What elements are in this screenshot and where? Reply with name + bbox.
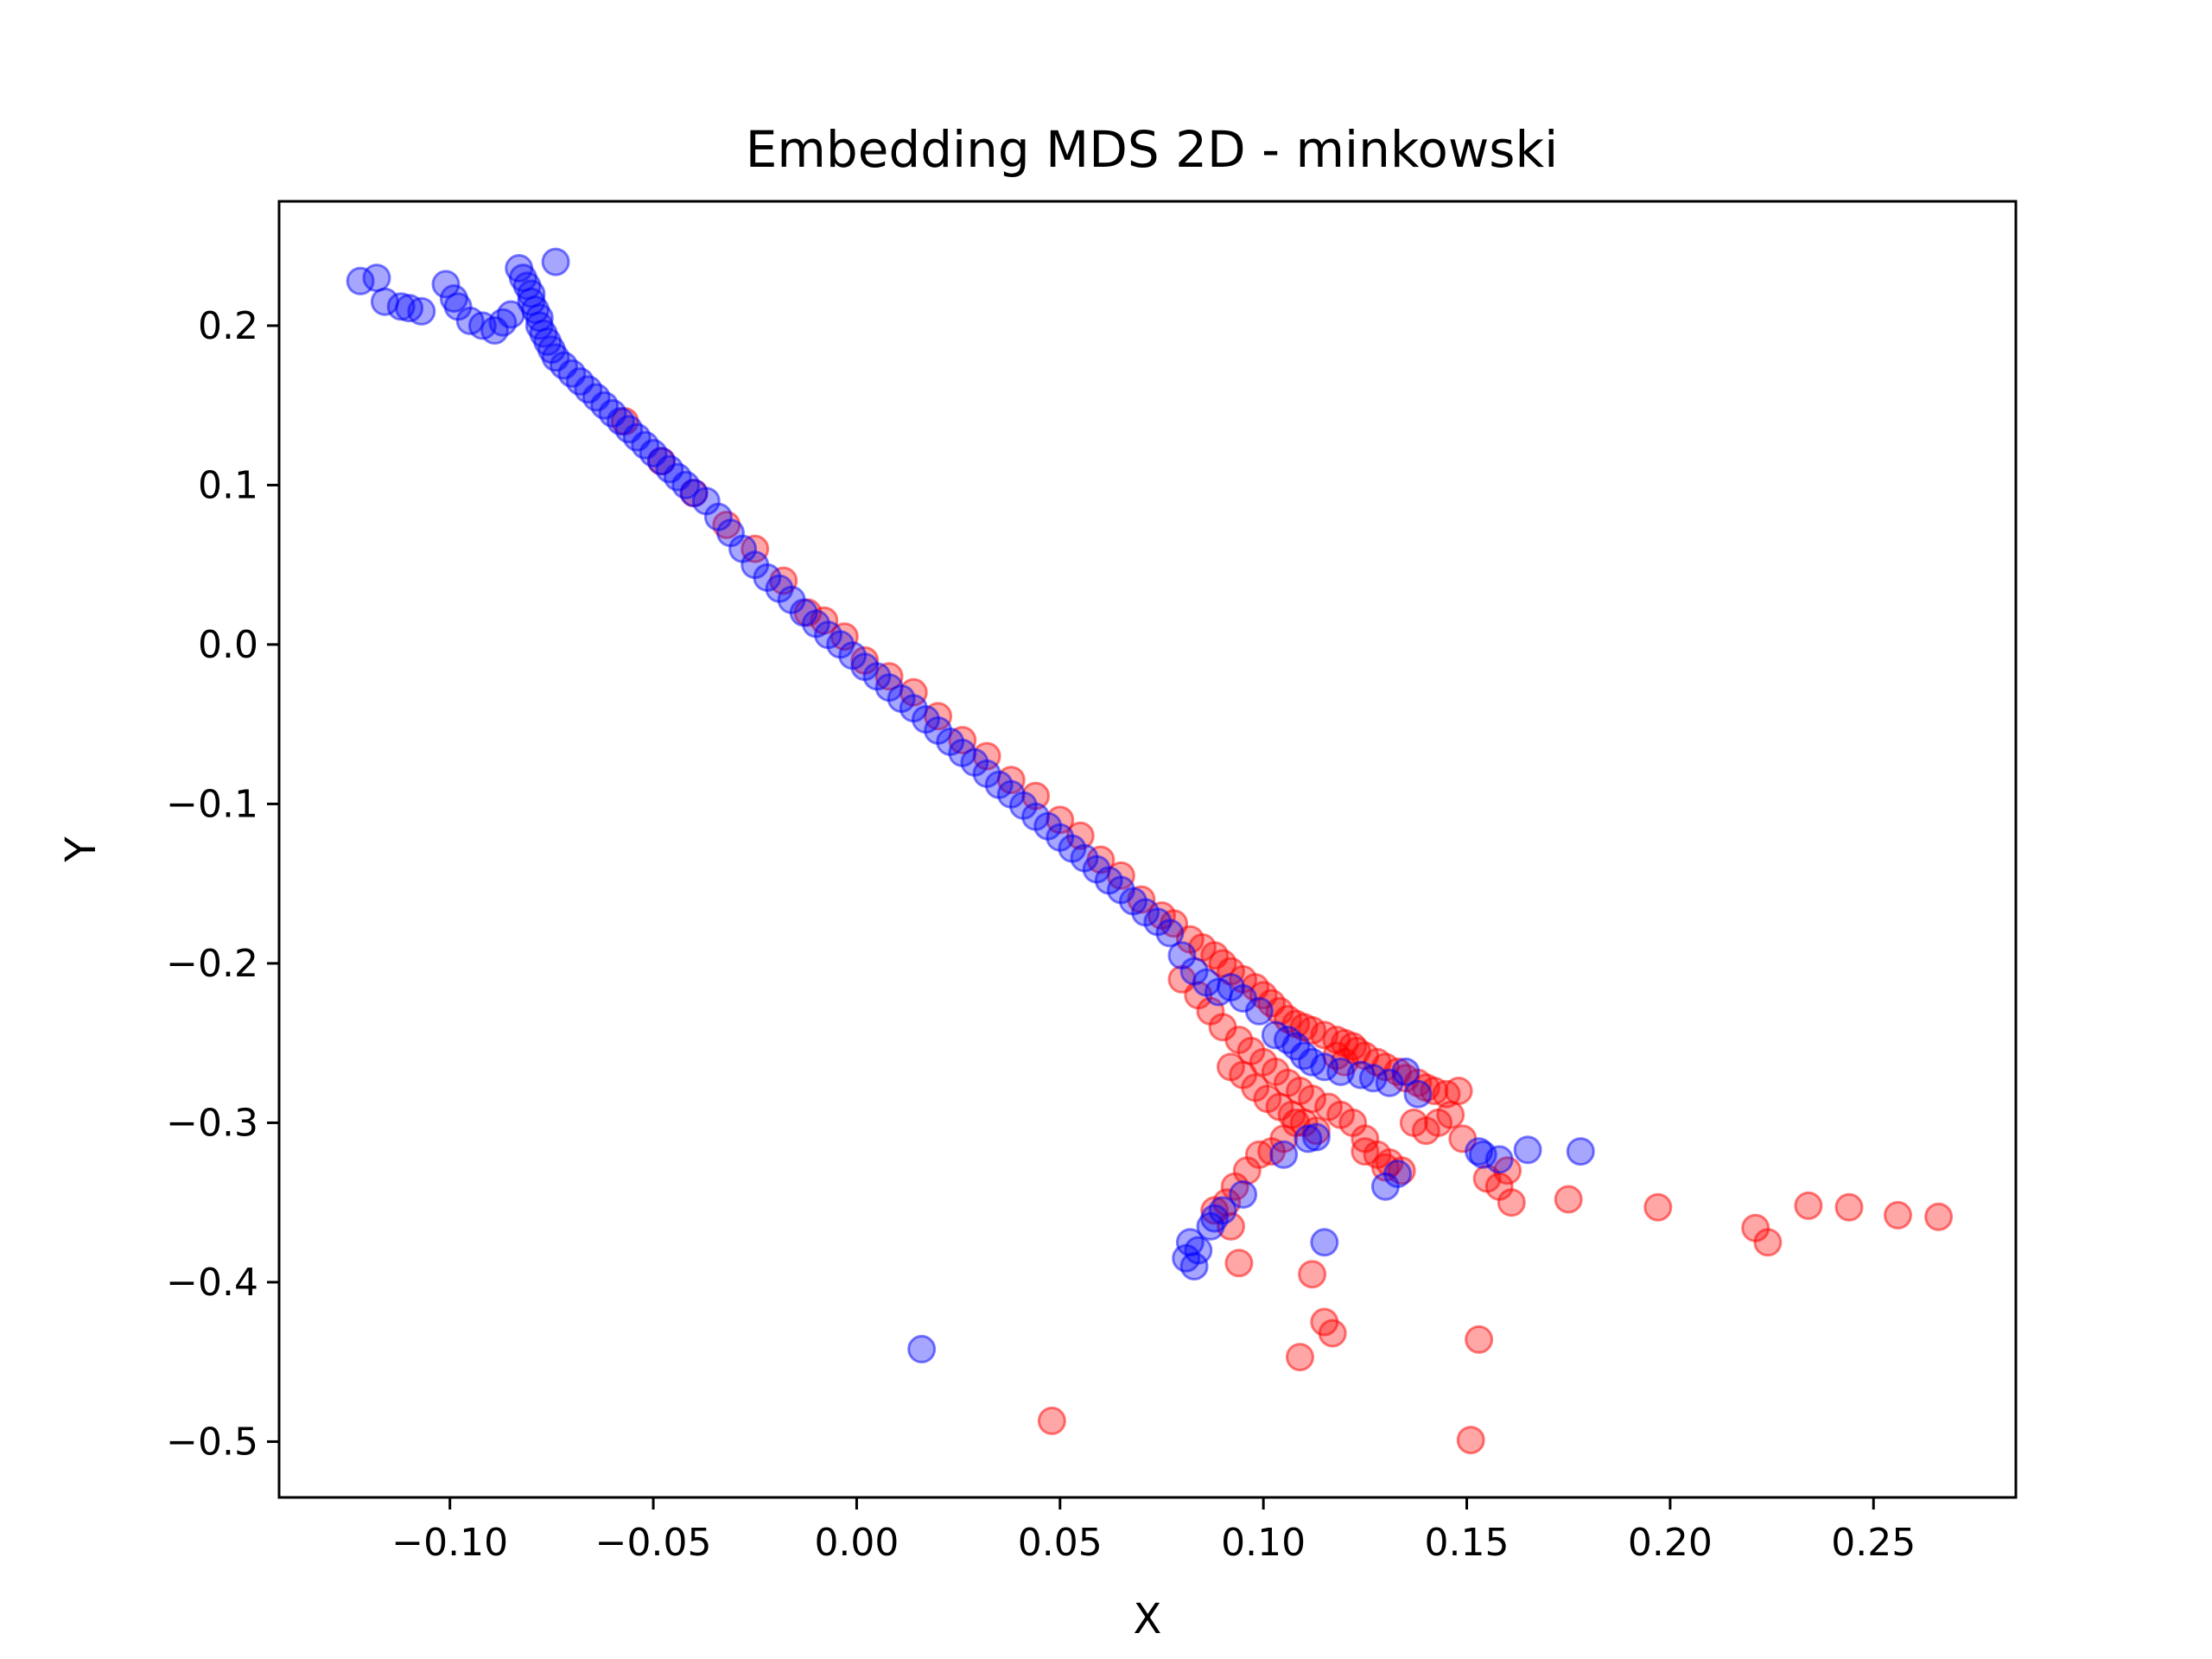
- x-tick-label: 0.20: [1628, 1521, 1713, 1565]
- scatter-point: [1310, 1228, 1339, 1257]
- scatter-point: [1497, 1188, 1526, 1217]
- x-tick-label: 0.10: [1221, 1521, 1306, 1565]
- y-tick-label: −0.3: [166, 1101, 258, 1145]
- x-tick-label: 0.15: [1425, 1521, 1510, 1565]
- scatter-point: [1924, 1202, 1954, 1231]
- scatter-point: [1444, 1077, 1473, 1105]
- scatter-point: [1834, 1192, 1864, 1222]
- scatter-point: [1217, 1211, 1245, 1241]
- points-layer: [346, 247, 1954, 1455]
- scatter-point: [431, 270, 461, 299]
- y-tick-label: −0.1: [166, 782, 258, 826]
- scatter-point: [1753, 1228, 1783, 1257]
- scatter-point: [1310, 1052, 1339, 1082]
- x-tick-label: −0.05: [595, 1521, 712, 1565]
- x-tick-label: −0.10: [391, 1521, 508, 1565]
- scatter-point: [1224, 1249, 1254, 1278]
- scatter-point: [907, 1334, 937, 1363]
- scatter-point: [1554, 1185, 1583, 1214]
- scatter-point: [1513, 1135, 1542, 1165]
- scatter-point: [541, 247, 570, 276]
- scatter-point: [1179, 1252, 1209, 1281]
- scatter-point: [407, 296, 436, 326]
- y-tick-label: −0.5: [166, 1420, 258, 1464]
- series-1: [346, 247, 1595, 1363]
- scatter-point: [1484, 1145, 1514, 1174]
- scatter-point: [362, 264, 391, 293]
- x-tick-label: 0.05: [1018, 1521, 1103, 1565]
- scatter-point: [1196, 1211, 1225, 1241]
- x-tick-label: 0.25: [1831, 1521, 1916, 1565]
- scatter-point: [1351, 1137, 1380, 1166]
- x-tick-label: 0.00: [814, 1521, 899, 1565]
- scatter-point: [1383, 1160, 1412, 1188]
- scatter-point: [1391, 1057, 1421, 1086]
- plot-frame: [277, 200, 2018, 1499]
- y-axis-label: Y: [57, 836, 105, 863]
- scatter-point: [1301, 1122, 1331, 1152]
- x-axis-label: X: [1134, 1595, 1162, 1643]
- scatter-point: [1155, 918, 1185, 948]
- scatter-point: [1436, 1100, 1465, 1129]
- scatter-point: [1794, 1191, 1823, 1220]
- scatter-point: [488, 308, 518, 337]
- scatter-point: [1298, 1260, 1327, 1289]
- scatter-point: [1358, 1064, 1388, 1093]
- scatter-point: [1884, 1200, 1912, 1230]
- y-tick-label: −0.2: [166, 942, 258, 986]
- scatter-point: [1468, 1140, 1497, 1169]
- scatter-point: [1037, 1406, 1066, 1435]
- x-axis: −0.10 −0.05 0.00 0.05 0.10 0.15 0.20 0.25: [391, 1497, 1916, 1565]
- scatter-point: [1403, 1079, 1433, 1109]
- scatter-point: [1375, 1068, 1404, 1097]
- scatter-point: [1229, 1179, 1258, 1209]
- scatter-point: [1172, 1243, 1201, 1273]
- scatter-point: [1456, 1426, 1485, 1455]
- y-tick-label: 0.0: [198, 623, 258, 667]
- series-0: [610, 407, 1954, 1455]
- y-tick-label: −0.4: [166, 1261, 258, 1305]
- scatter-point: [1465, 1325, 1494, 1354]
- y-tick-label: 0.1: [198, 463, 258, 507]
- scatter-point: [671, 470, 701, 499]
- scatter-point: [1244, 996, 1274, 1026]
- chart-title: Embedding MDS 2D - minkowski: [746, 120, 1558, 179]
- scatter-point: [1338, 1032, 1368, 1061]
- scatter-point: [1286, 1343, 1314, 1372]
- y-tick-label: 0.2: [198, 304, 258, 348]
- scatter-point: [1566, 1137, 1595, 1166]
- scatter-point: [1269, 1140, 1299, 1169]
- scatter-point: [1643, 1192, 1673, 1222]
- scatter-point: [1318, 1319, 1347, 1348]
- y-axis: 0.2 0.1 0.0 −0.1 −0.2 −0.3 −0.4 −0.5: [166, 304, 279, 1464]
